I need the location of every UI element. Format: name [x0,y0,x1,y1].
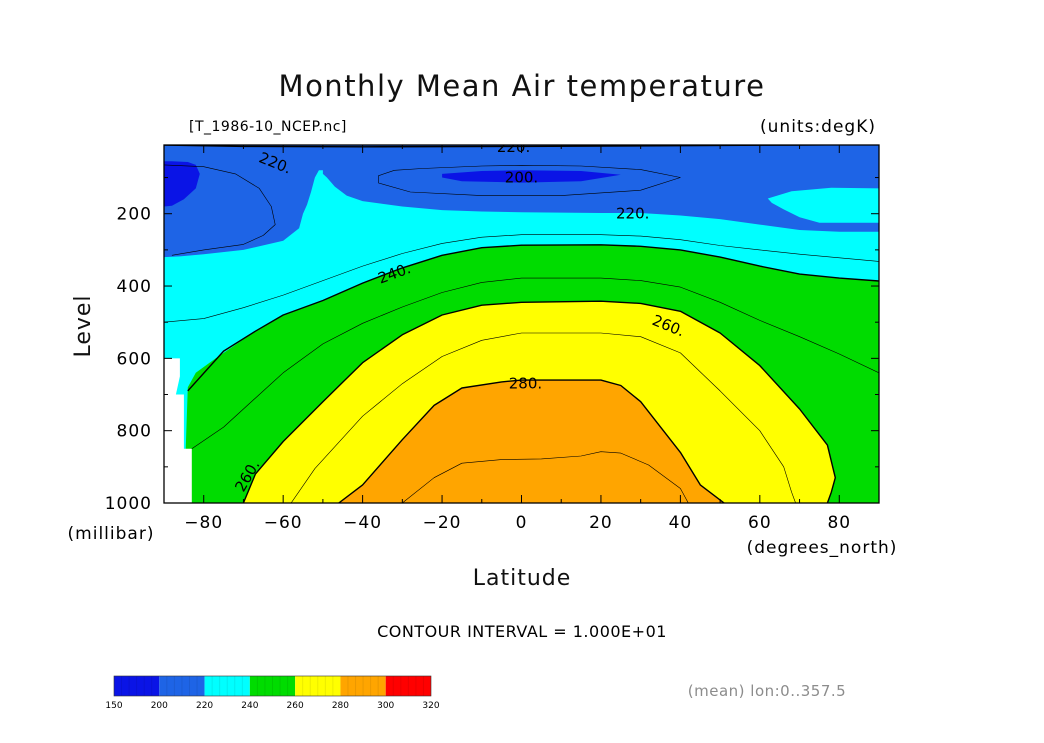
colorbar-label: 200 [151,701,168,711]
colorbar-frame [113,675,432,697]
missing-data-region [164,394,192,503]
contour-line-280 [338,379,725,503]
x-axis-title: Latitude [473,566,572,591]
colorbar-label: 150 [105,701,122,711]
contour-line-270 [290,332,796,503]
contour-line-250 [191,277,879,450]
contour-label-200: 200. [505,169,538,187]
colorbar-label: 240 [241,701,258,711]
units-label: (units:degK) [760,117,876,137]
contour-line-230 [164,234,879,323]
colorbar: 150 200 220 240 260 280 300 320 [105,675,440,711]
x-tick-label: 20 [589,513,613,533]
contour-line-290 [402,451,689,503]
fill-region-210 [164,145,879,258]
y-units-label: (millibar) [68,524,155,544]
contour-line-210 [164,164,276,256]
y-tick-label: 200 [117,205,152,225]
colorbar-swatch [204,676,250,696]
y-tick-label: 600 [117,349,152,369]
x-tick-label: 60 [748,513,772,533]
fill-region-190 [164,161,200,207]
y-axis: 200 400 600 800 1000 [105,177,879,514]
colorbar-swatch [114,676,160,696]
contour-interval-label: CONTOUR INTERVAL = 1.000E+01 [377,622,667,641]
fill-region-230 [767,187,879,223]
x-tick-label: 0 [516,513,528,533]
x-tick-label: −20 [423,513,462,533]
contour-line-240 [187,244,879,392]
colorbar-swatch [385,676,431,696]
contour-label-280: 280. [509,375,542,393]
fill-region-190 [442,170,621,183]
colorbar-swatch [249,676,296,696]
contour-line-260 [242,300,836,503]
fill-region-290 [338,380,725,503]
y-tick-label: 800 [117,422,152,442]
y-tick-label: 400 [117,277,152,297]
x-axis: −80 −60 −40 −20 0 20 40 60 80 [163,145,880,533]
plot-area: 220.220.200.220.240.260.280.260.−80 −60 −4… [105,138,880,533]
colorbar-swatch [340,676,386,696]
colorbar-label: 220 [196,701,213,711]
contour-label-220: 220. [616,205,649,223]
file-label: [T_1986-10_NCEP.nc] [189,119,347,135]
x-tick-label: −40 [343,513,382,533]
colorbar-label: 300 [377,701,394,711]
colorbar-label: 260 [287,701,304,711]
footer-note: (mean) lon:0..357.5 [688,682,846,700]
x-units-label: (degrees_north) [747,538,898,558]
colorbar-swatch [159,676,205,696]
contour-label-220: 220. [497,138,530,156]
chart-title: Monthly Mean Air temperature [279,69,766,103]
x-tick-label: 40 [669,513,693,533]
y-axis-title: Level [71,294,96,357]
colorbar-label: 280 [332,701,349,711]
x-tick-label: 80 [827,513,851,533]
contour-line-210 [378,165,681,196]
x-tick-label: −60 [264,513,303,533]
colorbar-swatch [295,676,341,696]
x-tick-label: −80 [184,513,223,533]
colorbar-label: 320 [422,701,439,711]
missing-data-region [164,358,180,395]
y-tick-label: 1000 [105,494,152,514]
